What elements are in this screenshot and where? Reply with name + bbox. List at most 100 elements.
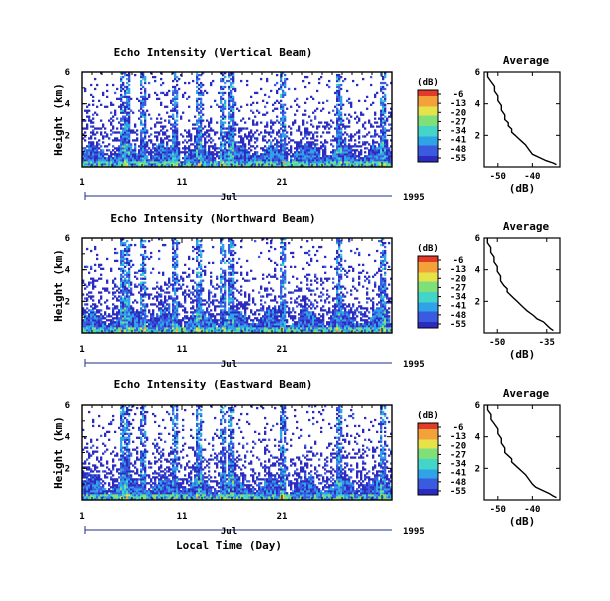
heatmap-cell	[176, 255, 179, 259]
heatmap-cell	[172, 331, 175, 334]
heatmap-cell	[354, 117, 357, 120]
heatmap-cell	[252, 163, 255, 166]
heatmap-cell	[116, 131, 119, 134]
heatmap-cell	[278, 161, 281, 164]
heatmap-cell	[140, 81, 143, 85]
heatmap-cell	[238, 311, 241, 314]
heatmap-cell	[334, 91, 337, 95]
heatmap-cell	[272, 129, 275, 132]
heatmap-cell	[198, 163, 201, 166]
heatmap-cell	[162, 321, 165, 324]
heatmap-cell	[172, 79, 175, 83]
heatmap-cell	[176, 163, 179, 166]
heatmap-cell	[196, 149, 199, 152]
heatmap-cell	[92, 319, 95, 322]
heatmap-cell	[368, 159, 371, 162]
heatmap-cell	[156, 321, 159, 324]
heatmap-cell	[304, 153, 307, 156]
heatmap-cell	[150, 157, 153, 160]
heatmap-cell	[218, 155, 221, 158]
heatmap-cell	[164, 317, 167, 320]
heatmap-cell	[200, 311, 203, 314]
heatmap-cell	[382, 101, 385, 104]
heatmap-cell	[126, 257, 129, 261]
colorbar-segment	[418, 105, 438, 107]
heatmap-cell	[84, 297, 87, 300]
heatmap-cell	[174, 155, 177, 158]
heatmap-cell	[116, 127, 119, 130]
heatmap-cell	[220, 165, 223, 168]
heatmap-cell	[342, 155, 345, 158]
heatmap-cell	[142, 149, 145, 152]
heatmap-cell	[344, 149, 347, 152]
heatmap-cell	[266, 77, 269, 81]
x-tick-label: 11	[177, 178, 188, 188]
heatmap-cell	[222, 157, 225, 160]
heatmap-cell	[150, 255, 153, 259]
heatmap-cell	[106, 279, 109, 282]
heatmap-cell	[120, 77, 123, 81]
heatmap-cell	[326, 163, 329, 166]
heatmap-cell	[196, 251, 199, 255]
heatmap-cell	[136, 285, 139, 288]
heatmap-cell	[234, 87, 237, 91]
heatmap-cell	[230, 239, 233, 243]
heatmap-cell	[204, 317, 207, 320]
heatmap-cell	[100, 291, 103, 294]
heatmap-cell	[382, 95, 385, 99]
heatmap-cell	[190, 331, 193, 334]
heatmap-cell	[144, 79, 147, 83]
heatmap-cell	[92, 279, 95, 282]
heatmap-cell	[222, 113, 225, 116]
heatmap-cell	[170, 145, 173, 148]
heatmap-cell	[200, 101, 203, 104]
heatmap-cell	[332, 135, 335, 138]
heatmap-cell	[146, 109, 149, 112]
heatmap-cell	[106, 329, 109, 332]
heatmap-cell	[308, 131, 311, 134]
heatmap-cell	[308, 161, 311, 164]
heatmap-cell	[122, 303, 125, 306]
heatmap-cell	[120, 325, 123, 328]
heatmap-cell	[122, 105, 125, 108]
heatmap-cell	[282, 125, 285, 128]
heatmap-cell	[242, 147, 245, 150]
heatmap-cell	[200, 309, 203, 312]
heatmap-cell	[198, 243, 201, 247]
heatmap-cell	[96, 305, 99, 308]
heatmap-cell	[208, 155, 211, 158]
heatmap-cell	[94, 245, 97, 249]
heatmap-cell	[380, 125, 383, 128]
heatmap-cell	[176, 243, 179, 247]
heatmap-cell	[88, 157, 91, 160]
heatmap-cell	[178, 153, 181, 156]
colorbar-segment	[418, 159, 438, 161]
heatmap-cell	[218, 147, 221, 150]
heatmap-cell	[220, 137, 223, 140]
heatmap-cell	[136, 129, 139, 132]
heatmap-cell	[140, 293, 143, 296]
heatmap-cell	[122, 111, 125, 114]
heatmap-cell	[116, 329, 119, 332]
heatmap-cell	[346, 151, 349, 154]
heatmap-cell	[168, 155, 171, 158]
heatmap-cell	[328, 123, 331, 126]
heatmap-cell	[368, 119, 371, 122]
heatmap-cell	[140, 238, 143, 241]
heatmap-cell	[146, 293, 149, 296]
heatmap-cell	[146, 331, 149, 334]
heatmap-cell	[358, 141, 361, 144]
heatmap-cell	[170, 297, 173, 300]
heatmap-cell	[188, 149, 191, 152]
heatmap-cell	[198, 285, 201, 288]
heatmap-cell	[240, 149, 243, 152]
heatmap-cell	[96, 321, 99, 324]
heatmap-cell	[302, 155, 305, 158]
heatmap-cell	[346, 125, 349, 128]
heatmap-cell	[126, 251, 129, 255]
heatmap-cell	[158, 143, 161, 146]
heatmap-cell	[160, 307, 163, 310]
heatmap-cell	[316, 107, 319, 110]
heatmap-cell	[120, 165, 123, 168]
heatmap-cell	[166, 313, 169, 316]
